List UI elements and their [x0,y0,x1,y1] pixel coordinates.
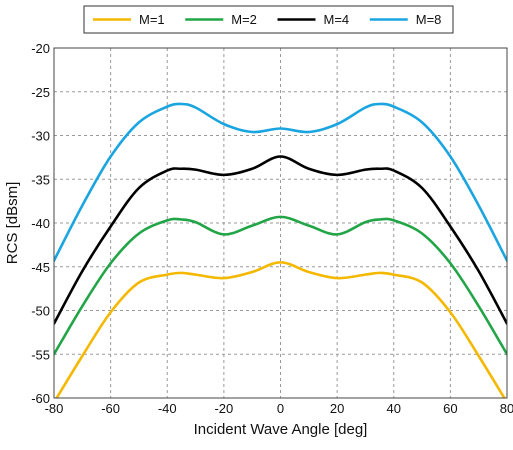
legend-label: M=1 [139,12,165,27]
series-lines [54,102,507,398]
y-tick-labels: -20 -25 -30 -35 -40 -45 -50 -55 -60 [31,41,50,406]
series-line-m-8 [54,102,507,262]
y-tick-label: -35 [31,172,50,187]
x-tick-label: 60 [443,401,457,416]
x-tick-label: -20 [214,401,233,416]
plot-frame [53,47,508,399]
x-tick-label: -80 [45,401,64,416]
x-tick-label: 80 [500,401,513,416]
legend-items: M=1 M=2 M=4 M=8 [93,12,441,27]
series-line-m-1 [55,261,506,398]
y-axis-label: RCS [dBsm] [4,182,21,265]
x-tick-label: -60 [101,401,120,416]
x-tick-label: 0 [277,401,284,416]
legend: M=1 M=2 M=4 M=8 [83,5,454,34]
series-line-m-4 [54,155,507,325]
x-axis-label: Incident Wave Angle [deg] [194,421,368,438]
x-tick-label: -40 [158,401,177,416]
y-tick-label: -30 [31,129,50,144]
series-line-m-2 [54,215,507,356]
grid [54,48,507,398]
legend-label: M=8 [416,12,442,27]
x-tick-label: 20 [330,401,344,416]
legend-label: M=2 [231,12,257,27]
y-tick-label: -20 [31,41,50,56]
y-tick-label: -40 [31,216,50,231]
y-tick-label: -50 [31,304,50,319]
y-tick-label: -25 [31,85,50,100]
legend-label: M=4 [324,12,350,27]
y-tick-label: -55 [31,347,50,362]
y-tick-label: -45 [31,260,50,275]
y-tick-label: -60 [31,391,50,406]
x-tick-labels: -80 -60 -40 -20 0 20 40 60 80 [45,401,513,416]
x-tick-label: 40 [387,401,401,416]
